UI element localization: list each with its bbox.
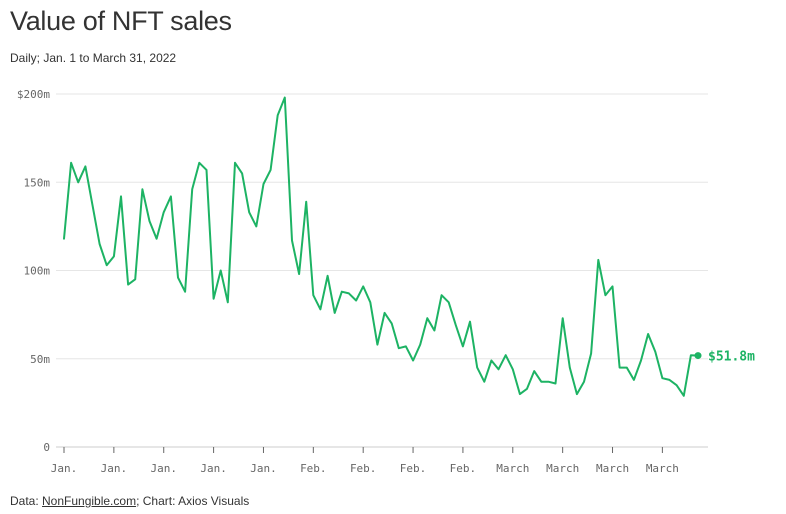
- source-note: Data: NonFungible.com; Chart: Axios Visu…: [10, 494, 249, 508]
- y-tick-label: 0: [43, 441, 50, 454]
- x-tick-label: Jan.: [150, 462, 177, 475]
- y-tick-label: 50m: [30, 353, 50, 366]
- x-tick-label: Jan.: [200, 462, 227, 475]
- x-tick-label: March: [496, 462, 529, 475]
- x-tick-label: Feb.: [300, 462, 327, 475]
- x-tick-label: Feb.: [350, 462, 377, 475]
- series-layer: [63, 96, 699, 397]
- end-point-marker: [694, 352, 702, 360]
- x-tick-label: Feb.: [400, 462, 427, 475]
- y-axis-ticks: 0 50m 100m 150m $200m: [17, 88, 50, 454]
- x-tick-label: Feb.: [450, 462, 477, 475]
- y-tick-label: 150m: [24, 176, 51, 189]
- annotation-layer: $51.8m: [694, 350, 755, 365]
- x-axis-ticks: Jan. Jan. Jan. Jan. Jan. Feb. Feb. Feb. Feb. Marc…: [51, 447, 679, 475]
- y-tick-label: $200m: [17, 88, 50, 101]
- x-tick-label: March: [596, 462, 629, 475]
- end-value-label: $51.8m: [708, 350, 755, 365]
- x-tick-label: March: [646, 462, 679, 475]
- x-tick-label: March: [546, 462, 579, 475]
- chart-subtitle: Daily; Jan. 1 to March 31, 2022: [10, 51, 177, 65]
- source-suffix: ; Chart: Axios Visuals: [136, 494, 250, 508]
- x-tick-label: Jan.: [51, 462, 78, 475]
- x-tick-label: Jan.: [101, 462, 128, 475]
- x-tick-label: Jan.: [250, 462, 277, 475]
- source-prefix: Data:: [10, 494, 43, 508]
- y-tick-label: 100m: [24, 265, 51, 278]
- series-line: [63, 96, 699, 397]
- chart-title: Value of NFT sales: [10, 6, 232, 36]
- source-link[interactable]: NonFungible.com: [42, 494, 137, 508]
- gridlines: [56, 93, 708, 448]
